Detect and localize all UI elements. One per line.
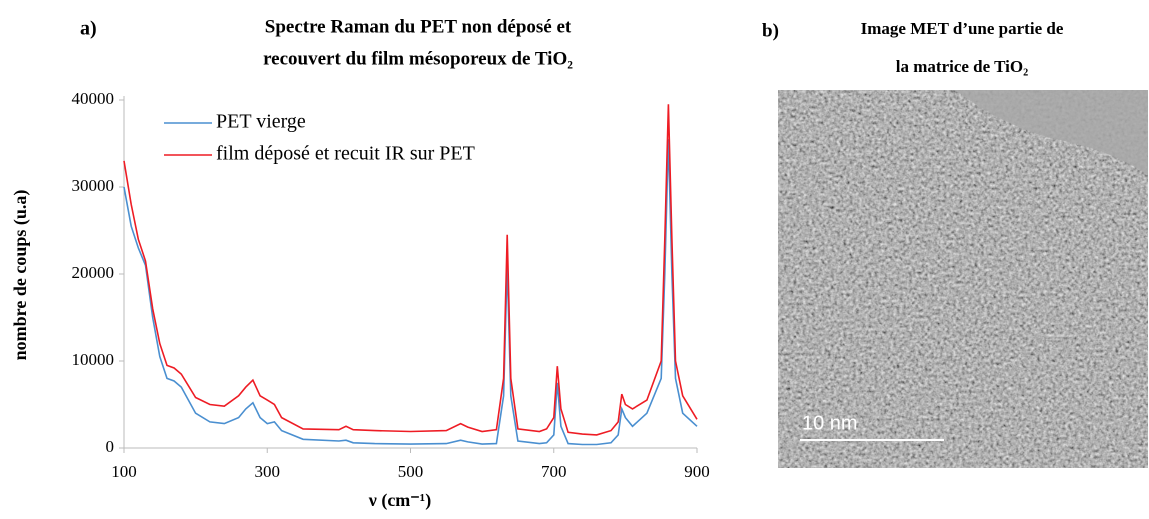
x-tick-label: 900 bbox=[684, 462, 710, 481]
scale-bar-label: 10 nm bbox=[802, 412, 858, 434]
x-tick-label: 700 bbox=[541, 462, 567, 481]
chart-title: Spectre Raman du PET non déposé et bbox=[265, 16, 572, 37]
y-tick-label: 10000 bbox=[72, 350, 115, 369]
y-tick-label: 20000 bbox=[72, 263, 115, 282]
image-title: la matrice de TiO₂ bbox=[896, 57, 1028, 76]
y-tick-label: 40000 bbox=[72, 89, 115, 108]
legend-label: PET vierge bbox=[216, 111, 306, 133]
tem-edge bbox=[955, 90, 1148, 175]
plot-area: 0 10000 20000 30000 40000 100 300 500 700 900 PET … bbox=[72, 89, 710, 481]
x-tick-label: 500 bbox=[398, 462, 424, 481]
x-axis-label: ν (cm⁻¹) bbox=[368, 490, 431, 511]
chart-title: recouvert du film mésoporeux de TiO₂ bbox=[263, 48, 573, 69]
series-line bbox=[123, 104, 698, 436]
tem-image bbox=[778, 90, 1148, 468]
tem-texture bbox=[778, 90, 1148, 468]
legend-label: film déposé et recuit IR sur PET bbox=[216, 143, 475, 165]
x-tick-label: 300 bbox=[255, 462, 281, 481]
y-tick-label: 30000 bbox=[72, 176, 115, 195]
image-title: Image MET d’une partie de bbox=[861, 19, 1064, 38]
y-tick-label: 0 bbox=[106, 437, 115, 456]
y-axis-label: nombre de coups (u.a) bbox=[10, 190, 31, 361]
series-line bbox=[123, 139, 698, 446]
panel-label: a) bbox=[80, 18, 97, 40]
panel-label: b) bbox=[762, 20, 779, 41]
x-tick-label: 100 bbox=[111, 462, 137, 481]
